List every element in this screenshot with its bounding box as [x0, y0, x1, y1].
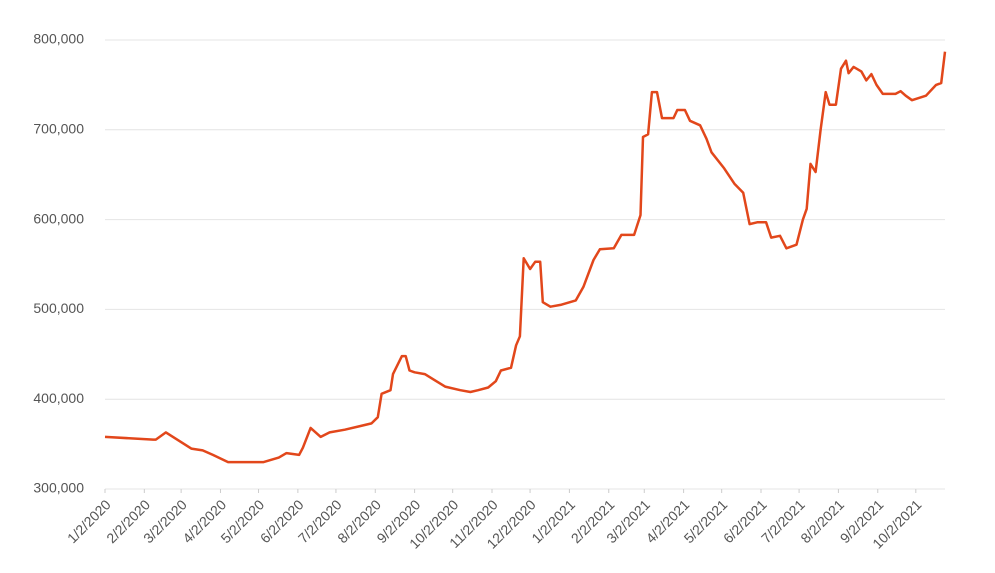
- y-tick-label: 500,000: [33, 300, 84, 316]
- y-tick-label: 700,000: [33, 121, 84, 137]
- y-tick-label: 400,000: [33, 390, 84, 406]
- line-series: [104, 51, 947, 464]
- y-tick-label: 600,000: [33, 210, 84, 226]
- y-tick-label: 800,000: [33, 31, 84, 47]
- y-tick-label: 300,000: [33, 480, 84, 496]
